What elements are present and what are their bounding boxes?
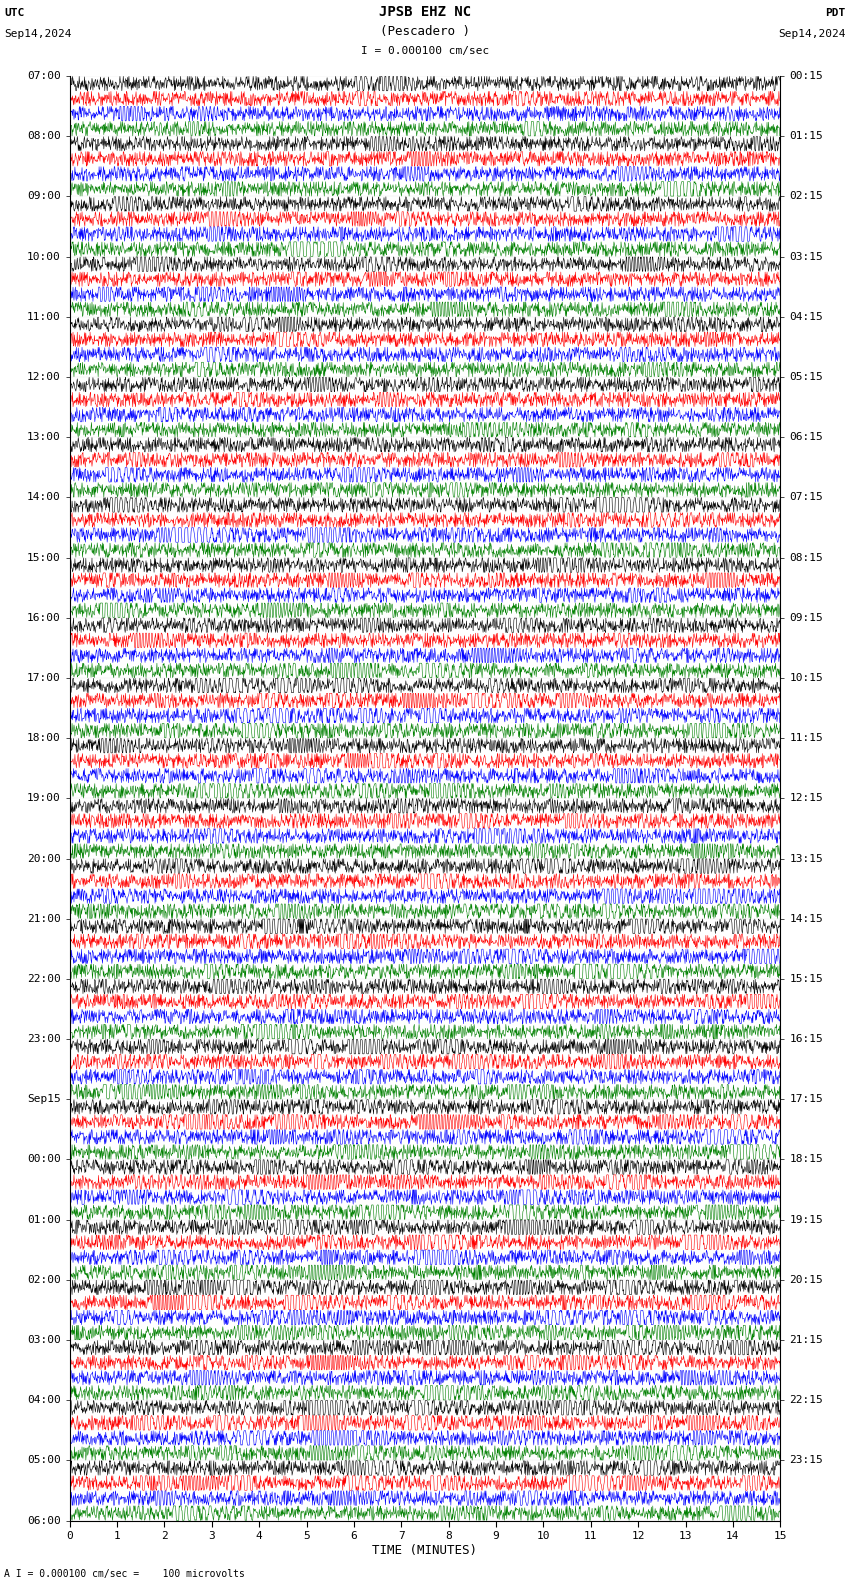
- Text: UTC: UTC: [4, 8, 25, 17]
- Text: Sep14,2024: Sep14,2024: [4, 29, 71, 38]
- Text: PDT: PDT: [825, 8, 846, 17]
- Text: Sep14,2024: Sep14,2024: [779, 29, 846, 38]
- Text: A I = 0.000100 cm/sec =    100 microvolts: A I = 0.000100 cm/sec = 100 microvolts: [4, 1570, 245, 1579]
- Text: JPSB EHZ NC: JPSB EHZ NC: [379, 5, 471, 19]
- Text: I = 0.000100 cm/sec: I = 0.000100 cm/sec: [361, 46, 489, 55]
- Text: (Pescadero ): (Pescadero ): [380, 25, 470, 38]
- X-axis label: TIME (MINUTES): TIME (MINUTES): [372, 1544, 478, 1557]
